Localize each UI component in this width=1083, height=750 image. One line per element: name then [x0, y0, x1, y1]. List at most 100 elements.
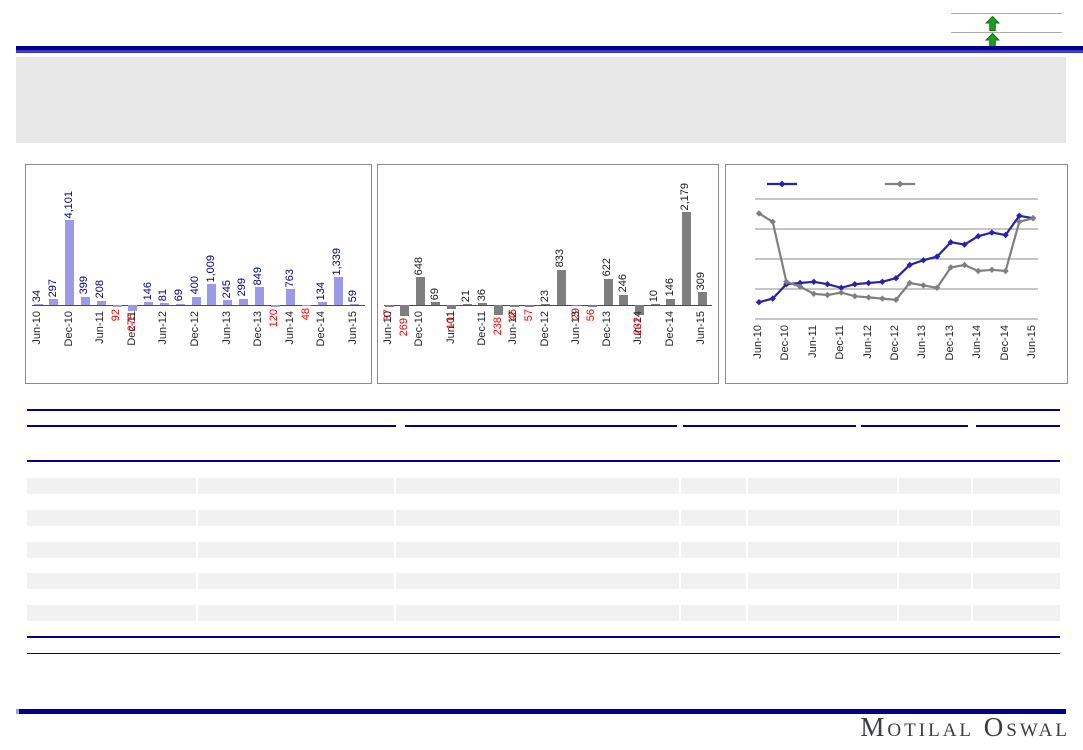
table-cell	[198, 542, 394, 558]
bar-value-label: 833	[554, 249, 567, 268]
bar-value-label: 81	[157, 289, 170, 302]
x-tick-label: Jun-15	[347, 311, 359, 345]
table-top-rule	[27, 409, 1060, 411]
bar	[96, 300, 106, 305]
bar-value-label: 208	[94, 280, 107, 299]
table-cell	[748, 478, 897, 494]
bar-value-label: 246	[616, 274, 629, 293]
bar	[384, 305, 394, 307]
x-tick-label: Dec-11	[475, 311, 488, 346]
table-cell	[748, 510, 897, 526]
bar	[603, 278, 613, 305]
table-cell	[748, 542, 897, 558]
bar	[333, 277, 343, 305]
x-tick-label: Dec-11	[125, 311, 138, 346]
bar	[175, 303, 185, 305]
bar-value-label: 21	[460, 289, 473, 302]
bar	[349, 303, 359, 305]
table-cell	[27, 542, 196, 558]
diamond-marker	[975, 267, 982, 275]
bar	[509, 305, 519, 307]
bar	[650, 304, 660, 305]
bar	[286, 289, 296, 305]
table-cell	[899, 605, 971, 621]
diamond-marker	[1029, 215, 1037, 222]
summary-banner	[16, 57, 1066, 143]
bar	[128, 305, 138, 311]
x-tick-label: Jun-10	[31, 311, 43, 345]
table-cell	[899, 478, 971, 494]
bar	[478, 303, 488, 305]
bar-value-label: 146	[141, 281, 154, 300]
bar	[270, 305, 280, 308]
table-cell	[973, 573, 1060, 589]
x-tick-label: Dec-13	[943, 325, 956, 361]
x-tick-label: Dec-12	[189, 311, 201, 347]
x-tick-label: Jun-12	[157, 311, 170, 345]
bar-chart-quarterly-1: 34 297 4,101 399 208 92 275 146 81 69 400 1,009 245 2…	[25, 164, 372, 384]
x-axis-line	[32, 305, 365, 306]
diamond-marker	[879, 295, 886, 302]
bar	[144, 301, 154, 305]
line-chart-trend: Jun-10 Dec-10 Jun-11 Dec-11 Jun-12 Dec-12 Jun-…	[725, 164, 1068, 384]
x-tick-label: Dec-12	[889, 325, 901, 361]
table-cell	[396, 573, 679, 589]
table-cell	[681, 542, 746, 558]
bar-value-label: 245	[220, 279, 233, 298]
bar	[634, 305, 644, 315]
diamond-marker	[896, 180, 904, 188]
bar	[191, 296, 201, 305]
diamond-marker	[933, 284, 941, 291]
bar-value-label: 4,101	[62, 190, 75, 219]
bar	[317, 302, 327, 305]
diamond-marker	[810, 278, 817, 285]
footer-brand-band	[16, 709, 1066, 714]
diamond-marker	[961, 241, 968, 248]
rating-box-rule	[951, 32, 1062, 33]
bar-value-label: 763	[283, 268, 296, 288]
table-cell	[198, 573, 394, 589]
diamond-marker	[755, 299, 763, 306]
bar-value-label: 56	[585, 309, 598, 322]
table-cell	[899, 510, 971, 526]
bar-value-label: 10	[648, 289, 661, 302]
bar	[159, 303, 169, 305]
x-tick-label: Jun-11	[444, 311, 457, 344]
column-group-underline	[861, 425, 968, 427]
diamond-marker	[988, 229, 996, 236]
bar	[112, 305, 122, 307]
bar	[254, 287, 264, 305]
table-cell	[27, 573, 196, 589]
bar-value-label: 69	[173, 289, 186, 302]
table-cell	[748, 605, 897, 621]
x-tick-label: Jun-12	[507, 311, 520, 345]
diamond-marker	[865, 294, 872, 301]
diamond-marker	[988, 266, 996, 273]
x-axis-line	[384, 305, 712, 306]
table-bottom-rule	[27, 652, 1060, 654]
x-tick-label: Jun-11	[94, 311, 107, 344]
table-header-bottom-rule	[27, 460, 1060, 462]
table-cell	[396, 478, 679, 494]
bar	[80, 296, 90, 305]
bar-value-label: 120	[268, 309, 280, 328]
x-tick-label: Jun-10	[752, 325, 764, 359]
x-tick-label: Jun-14	[283, 311, 296, 345]
table-cell	[973, 605, 1060, 621]
table-cell	[27, 510, 196, 526]
bar-value-label: 92	[110, 308, 122, 322]
bar	[541, 304, 550, 305]
table-cell	[899, 573, 971, 589]
x-tick-label: Jun-11	[806, 325, 819, 358]
bar-value-label: 23	[538, 289, 551, 302]
diamond-marker	[824, 291, 831, 299]
table-cell	[198, 478, 394, 494]
rating-box-rule	[951, 13, 1062, 14]
bar-value-label: 146	[663, 278, 676, 297]
table-cell	[681, 510, 746, 526]
table-cell	[396, 510, 679, 526]
diamond-marker	[838, 289, 845, 296]
bar-value-label: 1,009	[204, 254, 217, 283]
bar-value-label: 309	[695, 271, 707, 290]
